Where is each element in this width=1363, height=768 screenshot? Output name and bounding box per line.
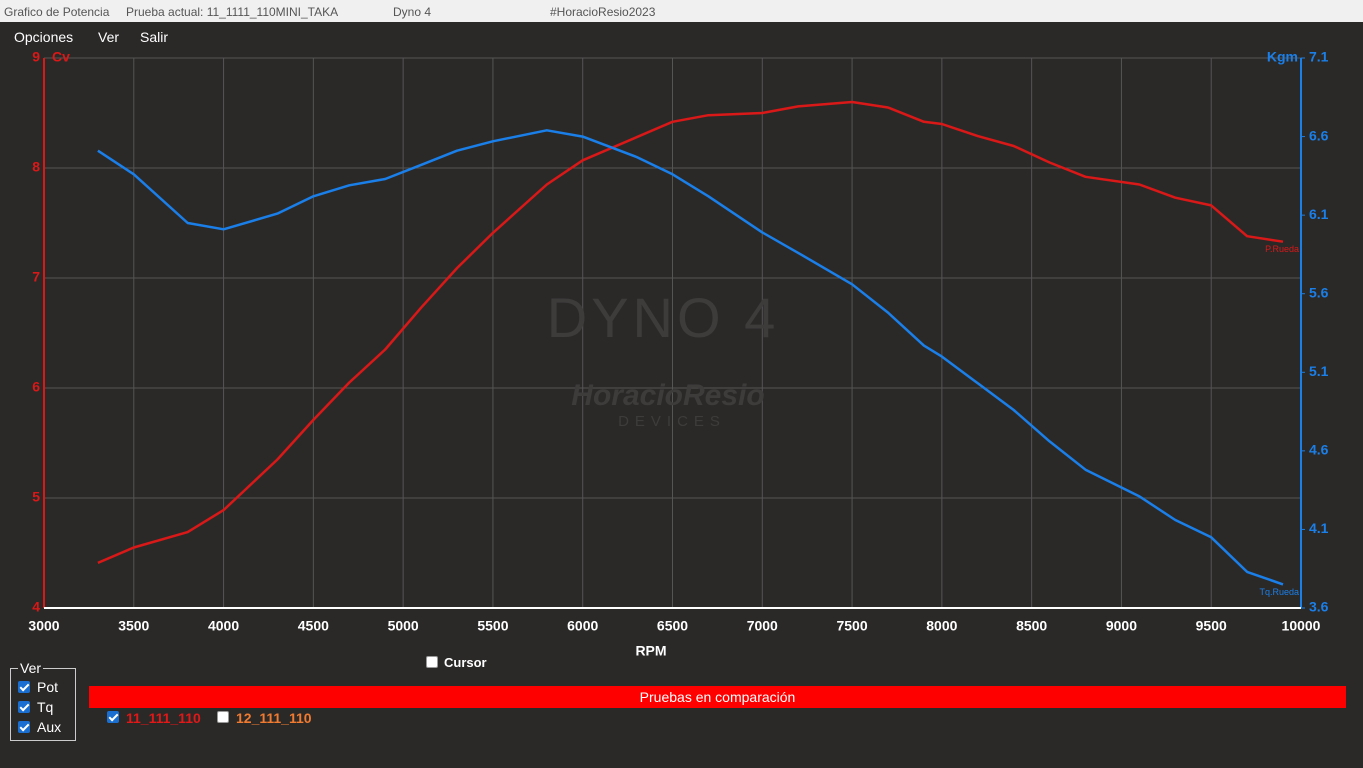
- watermark-text: HoracioResio: [571, 379, 764, 412]
- watermark-text: DEVICES: [618, 413, 726, 430]
- menu-item[interactable]: Ver: [98, 29, 120, 45]
- x-tick-label: 6500: [657, 618, 688, 634]
- y2-tick-label: 6.1: [1309, 206, 1329, 222]
- x-tick-label: 4000: [208, 618, 239, 634]
- y-tick-label: 4: [32, 599, 40, 615]
- y2-tick-label: 4.1: [1309, 520, 1329, 536]
- title-text: #HoracioResio2023: [550, 5, 656, 19]
- y2-tick-label: 4.6: [1309, 442, 1329, 458]
- chart: DYNO 4 HoracioResio DEVICES RPM Cv Kgm 3…: [28, 49, 1329, 659]
- x-tick-label: 3500: [118, 618, 149, 634]
- checkbox-label[interactable]: Aux: [37, 719, 62, 735]
- group-title: Ver: [18, 660, 44, 676]
- y2-tick-label: 3.6: [1309, 599, 1329, 615]
- x-tick-label: 5500: [477, 618, 508, 634]
- x-tick-label: 7500: [836, 618, 867, 634]
- checkbox[interactable]: [217, 711, 229, 723]
- series-line: [97, 100, 1284, 565]
- y-tick-label: 9: [32, 49, 40, 65]
- x-tick-label: 6000: [567, 618, 598, 634]
- checkbox[interactable]: [107, 711, 119, 723]
- title-bar: Grafico de Potencia Prueba actual: 11_11…: [0, 0, 1363, 22]
- y-tick-label: 6: [32, 379, 40, 395]
- x-axis-label: RPM: [635, 643, 666, 659]
- y2-tick-label: 7.1: [1309, 49, 1329, 65]
- title-text: Grafico de Potencia: [4, 5, 110, 19]
- checkbox[interactable]: [18, 681, 30, 693]
- watermark: DYNO 4 HoracioResio DEVICES: [547, 286, 780, 430]
- y-axis-label: Cv: [52, 49, 70, 65]
- title-text: Dyno 4: [393, 5, 432, 19]
- y2-tick-label: 5.1: [1309, 363, 1329, 379]
- x-tick-label: 5000: [388, 618, 419, 634]
- menu-item[interactable]: Salir: [140, 29, 169, 45]
- test-label[interactable]: 11_111_110: [126, 710, 201, 726]
- series-label: P.Rueda: [1265, 244, 1299, 254]
- menu-item[interactable]: Opciones: [14, 29, 74, 45]
- series-label: Tq.Rueda: [1260, 587, 1300, 597]
- watermark-text: DYNO 4: [547, 286, 780, 349]
- y-tick-label: 7: [32, 269, 40, 285]
- series-line: [97, 129, 1284, 586]
- checkbox[interactable]: [18, 721, 30, 733]
- x-tick-label: 8500: [1016, 618, 1047, 634]
- checkbox-label[interactable]: Pot: [37, 679, 59, 695]
- x-tick-label: 10000: [1282, 618, 1321, 634]
- x-tick-label: 8000: [926, 618, 957, 634]
- checkbox[interactable]: [18, 701, 30, 713]
- x-tick-label: 3000: [28, 618, 59, 634]
- y2-axis-label: Kgm: [1267, 49, 1298, 65]
- x-tick-label: 9000: [1106, 618, 1137, 634]
- checkbox-label[interactable]: Tq: [37, 699, 54, 715]
- y-tick-label: 8: [32, 159, 40, 175]
- y-tick-label: 5: [32, 489, 40, 505]
- checkbox[interactable]: [426, 656, 438, 668]
- title-text: Prueba actual: 11_1111_110MINI_TAKA: [126, 5, 339, 19]
- y2-tick-label: 6.6: [1309, 127, 1329, 143]
- y2-tick-label: 5.6: [1309, 284, 1329, 300]
- checkbox-label[interactable]: Cursor: [444, 655, 487, 670]
- x-tick-label: 7000: [747, 618, 778, 634]
- x-tick-label: 4500: [298, 618, 329, 634]
- x-tick-label: 9500: [1196, 618, 1227, 634]
- test-label[interactable]: 12_111_110: [236, 710, 312, 726]
- comparison-header: Pruebas en comparación: [89, 686, 1346, 708]
